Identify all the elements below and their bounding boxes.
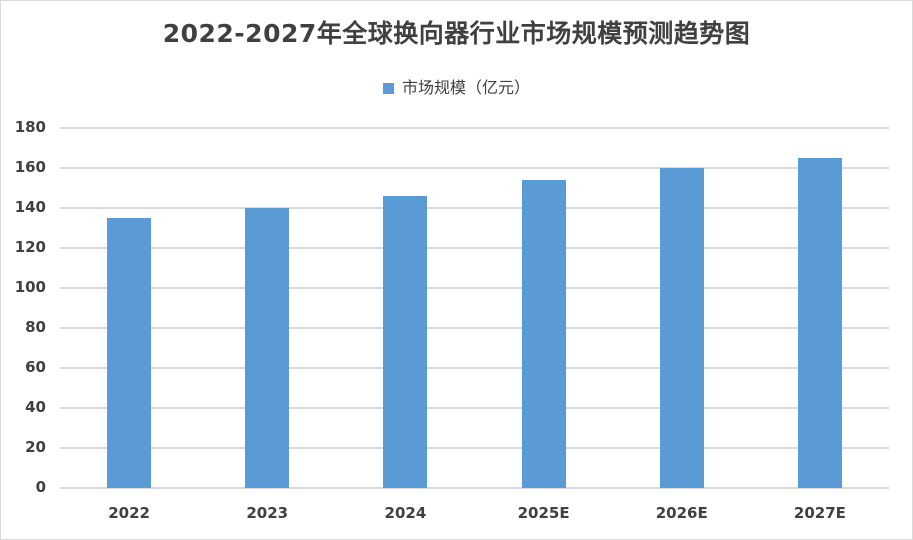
y-tick-label: 0 — [35, 478, 46, 496]
y-tick-label: 160 — [14, 158, 46, 176]
gridline — [60, 487, 889, 489]
x-tick-label: 2027E — [793, 504, 846, 522]
y-tick-label: 80 — [25, 318, 46, 336]
y-tick-label: 120 — [14, 238, 46, 256]
legend-swatch — [382, 83, 394, 94]
bar-2022 — [107, 218, 152, 488]
legend-label: 市场规模（亿元） — [401, 78, 530, 97]
gridline — [60, 167, 889, 169]
plot-area — [60, 127, 889, 489]
gridline — [60, 207, 889, 209]
bar-2023 — [245, 208, 290, 488]
x-tick-label: 2022 — [108, 504, 150, 522]
gridline — [60, 247, 889, 249]
bar-2025E — [521, 180, 566, 488]
bar-2026E — [659, 168, 704, 488]
y-tick-label: 40 — [25, 398, 46, 416]
gridline — [60, 447, 889, 449]
chart-legend: 市场规模（亿元） — [0, 74, 913, 98]
x-tick-label: 2024 — [384, 504, 427, 522]
y-tick-label: 20 — [25, 438, 46, 456]
gridline — [60, 407, 889, 409]
y-tick-label: 60 — [25, 358, 46, 376]
y-tick-label: 180 — [14, 118, 46, 136]
bar-2024 — [383, 196, 428, 488]
chart-title: 2022-2027年全球换向器行业市场规模预测趋势图 — [162, 19, 751, 48]
gridline — [60, 367, 889, 369]
x-tick-label: 2025E — [517, 504, 570, 522]
y-tick-label: 100 — [14, 278, 46, 296]
x-tick-label: 2023 — [246, 504, 289, 522]
gridline — [60, 287, 889, 289]
gridline — [60, 127, 889, 129]
x-tick-label: 2026E — [655, 504, 708, 522]
gridline — [60, 327, 889, 329]
y-tick-label: 140 — [14, 198, 46, 216]
bar-2027E — [797, 158, 842, 488]
